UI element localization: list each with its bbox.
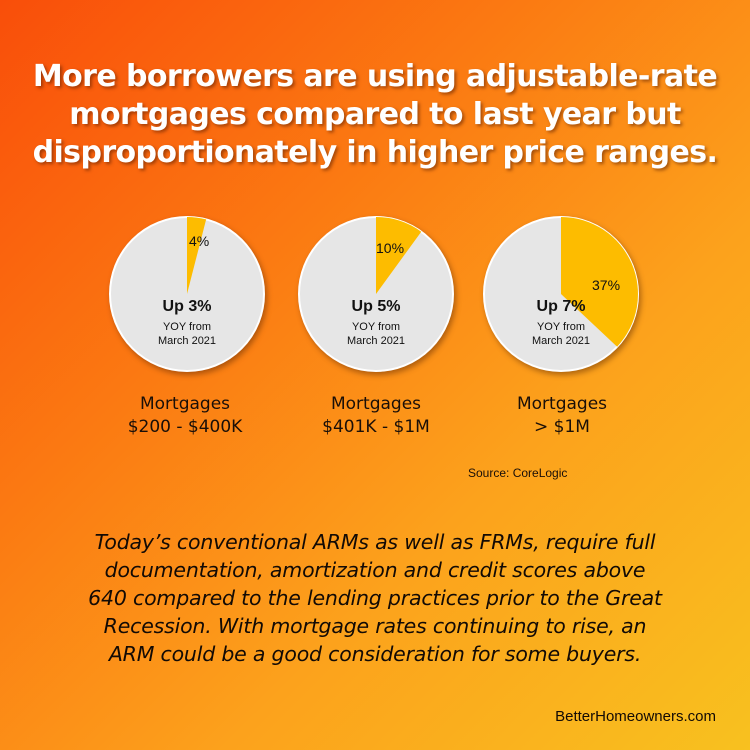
pie-2-percent-label: 10% (376, 240, 405, 256)
pie-3-slice (561, 217, 638, 347)
pie-2-subtitle: YOY from March 2021 (296, 320, 456, 348)
pie-chart-1: 4% Up 3% YOY from March 2021 (107, 214, 267, 374)
pie-1-slice (187, 217, 207, 294)
pie-1-subtitle-line-1: YOY from (162, 321, 212, 333)
pie-3-subtitle-line-1: YOY from (536, 321, 586, 333)
pie-3-percent-label: 37% (592, 277, 621, 293)
pie-2-change-label: Up 5% (351, 298, 401, 315)
pie-3-subtitle: YOY from March 2021 (481, 320, 641, 348)
brand-url: BetterHomeowners.com (555, 708, 716, 725)
category-label-1: Mortgages $200 - $400K (85, 393, 285, 439)
category-2-line-2: $401K - $1M (322, 417, 430, 437)
pie-3-change-label: Up 7% (536, 298, 586, 315)
headline-line-2: mortgages compared to last year but (69, 97, 681, 132)
headline: More borrowers are using adjustable-rate… (20, 58, 730, 172)
body-line-4: Recession. With mortgage rates continuin… (103, 614, 647, 638)
category-1-line-1: Mortgages (139, 394, 231, 414)
category-3-line-2: > $1M (534, 417, 590, 437)
pie-chart-2: 10% Up 5% YOY from March 2021 (296, 214, 456, 374)
pie-3-subtitle-line-2: March 2021 (531, 335, 591, 347)
pie-1-percent-label: 4% (189, 233, 210, 249)
body-line-2: documentation, amortization and credit s… (104, 558, 646, 582)
body-paragraph: Today’s conventional ARMs as well as FRM… (20, 528, 730, 668)
source-note: Source: CoreLogic (468, 466, 568, 480)
pie-1-subtitle: YOY from March 2021 (107, 320, 267, 348)
category-label-2: Mortgages $401K - $1M (276, 393, 476, 439)
pie-chart-3: 37% Up 7% YOY from March 2021 (481, 214, 641, 374)
pie-2-svg (298, 216, 454, 372)
pie-3-svg (483, 216, 639, 372)
pie-1-change-label: Up 3% (162, 298, 212, 315)
headline-line-1: More borrowers are using adjustable-rate (32, 59, 718, 94)
headline-line-3: disproportionately in higher price range… (32, 135, 718, 170)
category-2-line-1: Mortgages (330, 394, 422, 414)
body-line-1: Today’s conventional ARMs as well as FRM… (94, 530, 656, 554)
category-3-line-1: Mortgages (516, 394, 608, 414)
pie-2-slice (376, 217, 422, 294)
pie-1-subtitle-line-2: March 2021 (157, 335, 217, 347)
pie-2-subtitle-line-2: March 2021 (346, 335, 406, 347)
pie-1-svg (109, 216, 265, 372)
body-line-3: 640 compared to the lending practices pr… (88, 586, 662, 610)
pie-2-subtitle-line-1: YOY from (351, 321, 401, 333)
category-label-3: Mortgages > $1M (462, 393, 662, 439)
category-1-line-2: $200 - $400K (127, 417, 243, 437)
body-line-5: ARM could be a good consideration for so… (108, 642, 642, 666)
